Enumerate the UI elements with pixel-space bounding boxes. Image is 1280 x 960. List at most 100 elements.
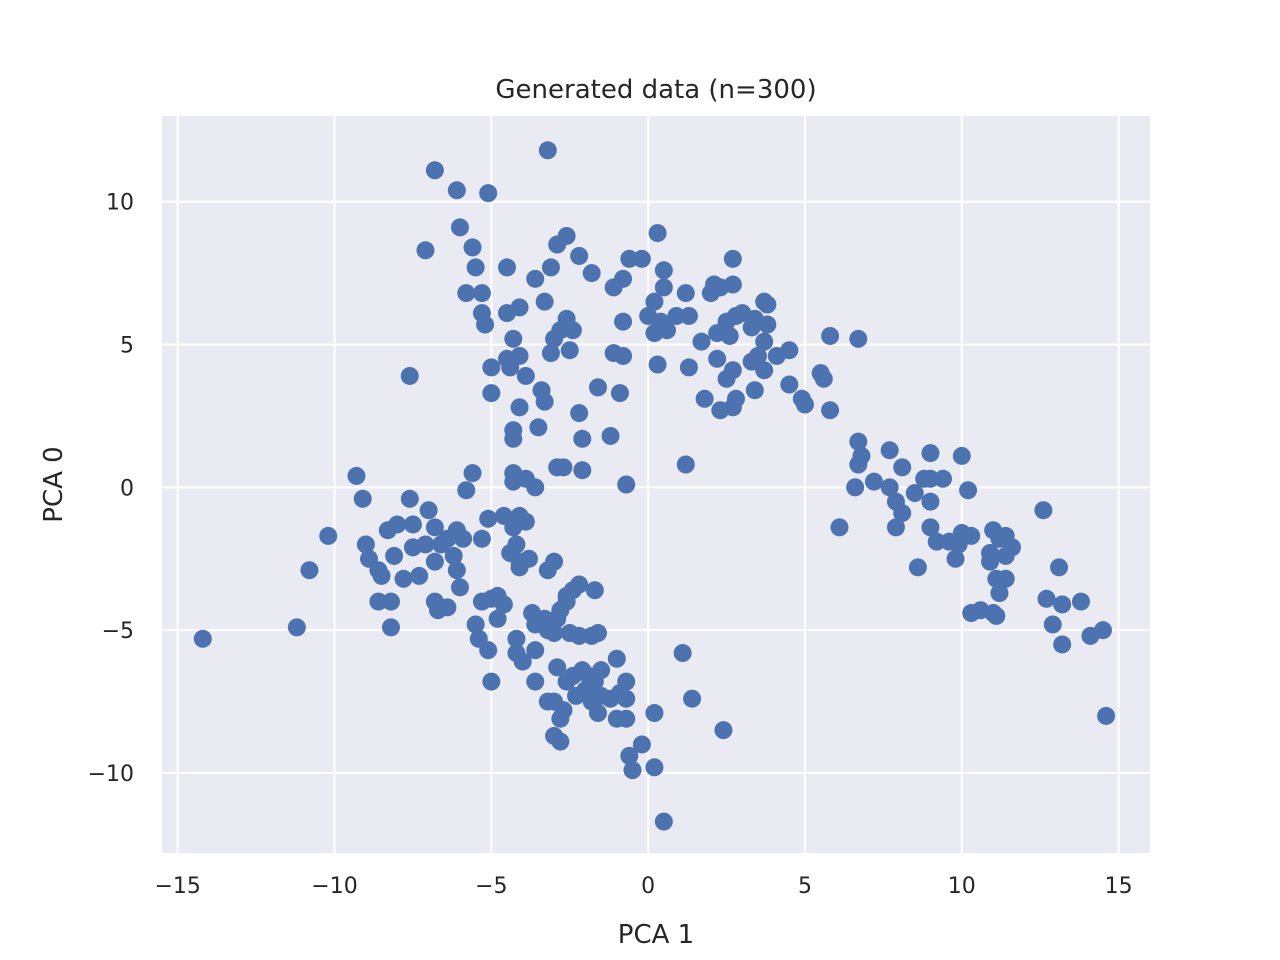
- x-tick-label: 15: [1105, 874, 1133, 899]
- data-point: [425, 552, 444, 571]
- x-tick-label: −5: [475, 874, 507, 899]
- data-point: [1043, 615, 1062, 634]
- data-point: [588, 624, 607, 643]
- data-point: [755, 332, 774, 351]
- data-point: [551, 732, 570, 751]
- data-point: [403, 515, 422, 534]
- data-point: [933, 469, 952, 488]
- data-point: [795, 395, 814, 414]
- data-point: [676, 455, 695, 474]
- data-point: [959, 481, 978, 500]
- data-point: [708, 349, 727, 368]
- data-point: [962, 526, 981, 545]
- x-axis-label: PCA 1: [618, 920, 694, 950]
- data-point: [893, 504, 912, 523]
- data-point: [545, 329, 564, 348]
- data-point: [498, 258, 517, 277]
- data-point: [494, 595, 513, 614]
- data-point: [504, 429, 523, 448]
- data-point: [886, 518, 905, 537]
- data-point: [479, 184, 498, 203]
- data-point: [419, 501, 438, 520]
- data-point: [679, 306, 698, 325]
- data-point: [193, 629, 212, 648]
- data-point: [1050, 558, 1069, 577]
- data-point: [466, 258, 485, 277]
- data-point: [814, 369, 833, 388]
- data-point: [457, 284, 476, 303]
- data-point: [1053, 635, 1072, 654]
- data-point: [548, 235, 567, 254]
- data-point: [821, 326, 840, 345]
- data-point: [463, 238, 482, 257]
- data-point: [588, 704, 607, 723]
- data-point: [1034, 501, 1053, 520]
- data-point: [381, 592, 400, 611]
- data-point: [927, 532, 946, 551]
- data-point: [554, 458, 573, 477]
- data-point: [588, 378, 607, 397]
- data-point: [1053, 595, 1072, 614]
- data-point: [582, 264, 601, 283]
- data-point: [893, 458, 912, 477]
- data-point: [353, 489, 372, 508]
- chart-title: Generated data (n=300): [495, 75, 816, 105]
- data-point: [541, 344, 560, 363]
- data-point: [607, 649, 626, 668]
- data-point: [385, 546, 404, 565]
- data-point: [654, 812, 673, 831]
- data-point: [996, 546, 1015, 565]
- data-point: [987, 606, 1006, 625]
- data-point: [526, 641, 545, 660]
- data-point: [758, 315, 777, 334]
- data-point: [573, 461, 592, 480]
- data-point: [695, 389, 714, 408]
- y-tick-label: 10: [106, 191, 134, 216]
- data-point: [1093, 621, 1112, 640]
- data-point: [570, 575, 589, 594]
- data-point: [758, 295, 777, 314]
- data-point: [444, 546, 463, 565]
- data-point: [541, 258, 560, 277]
- data-point: [614, 312, 633, 331]
- data-point: [457, 481, 476, 500]
- data-point: [720, 326, 739, 345]
- data-point: [921, 444, 940, 463]
- data-point: [287, 618, 306, 637]
- data-point: [369, 592, 388, 611]
- data-point: [519, 549, 538, 568]
- data-point: [654, 278, 673, 297]
- data-point: [714, 721, 733, 740]
- data-point: [683, 689, 702, 708]
- data-point: [755, 361, 774, 380]
- data-point: [645, 758, 664, 777]
- data-point: [472, 529, 491, 548]
- data-point: [657, 321, 676, 340]
- x-tick-label: 5: [798, 874, 812, 899]
- data-point: [570, 626, 589, 645]
- data-point: [864, 472, 883, 491]
- data-point: [425, 161, 444, 180]
- data-point: [516, 366, 535, 385]
- data-point: [400, 366, 419, 385]
- data-points: [193, 141, 1116, 831]
- data-point: [648, 355, 667, 374]
- data-point: [563, 321, 582, 340]
- data-point: [617, 672, 636, 691]
- data-point: [300, 561, 319, 580]
- data-point: [529, 418, 548, 437]
- y-axis-label: PCA 0: [39, 446, 69, 522]
- data-point: [1037, 589, 1056, 608]
- data-point: [614, 269, 633, 288]
- data-point: [742, 352, 761, 371]
- x-tick-label: 10: [948, 874, 976, 899]
- data-point: [510, 398, 529, 417]
- data-point: [463, 464, 482, 483]
- data-point: [438, 598, 457, 617]
- data-point: [780, 375, 799, 394]
- data-point: [488, 609, 507, 628]
- data-point: [516, 512, 535, 531]
- data-point: [1097, 706, 1116, 725]
- data-point: [447, 561, 466, 580]
